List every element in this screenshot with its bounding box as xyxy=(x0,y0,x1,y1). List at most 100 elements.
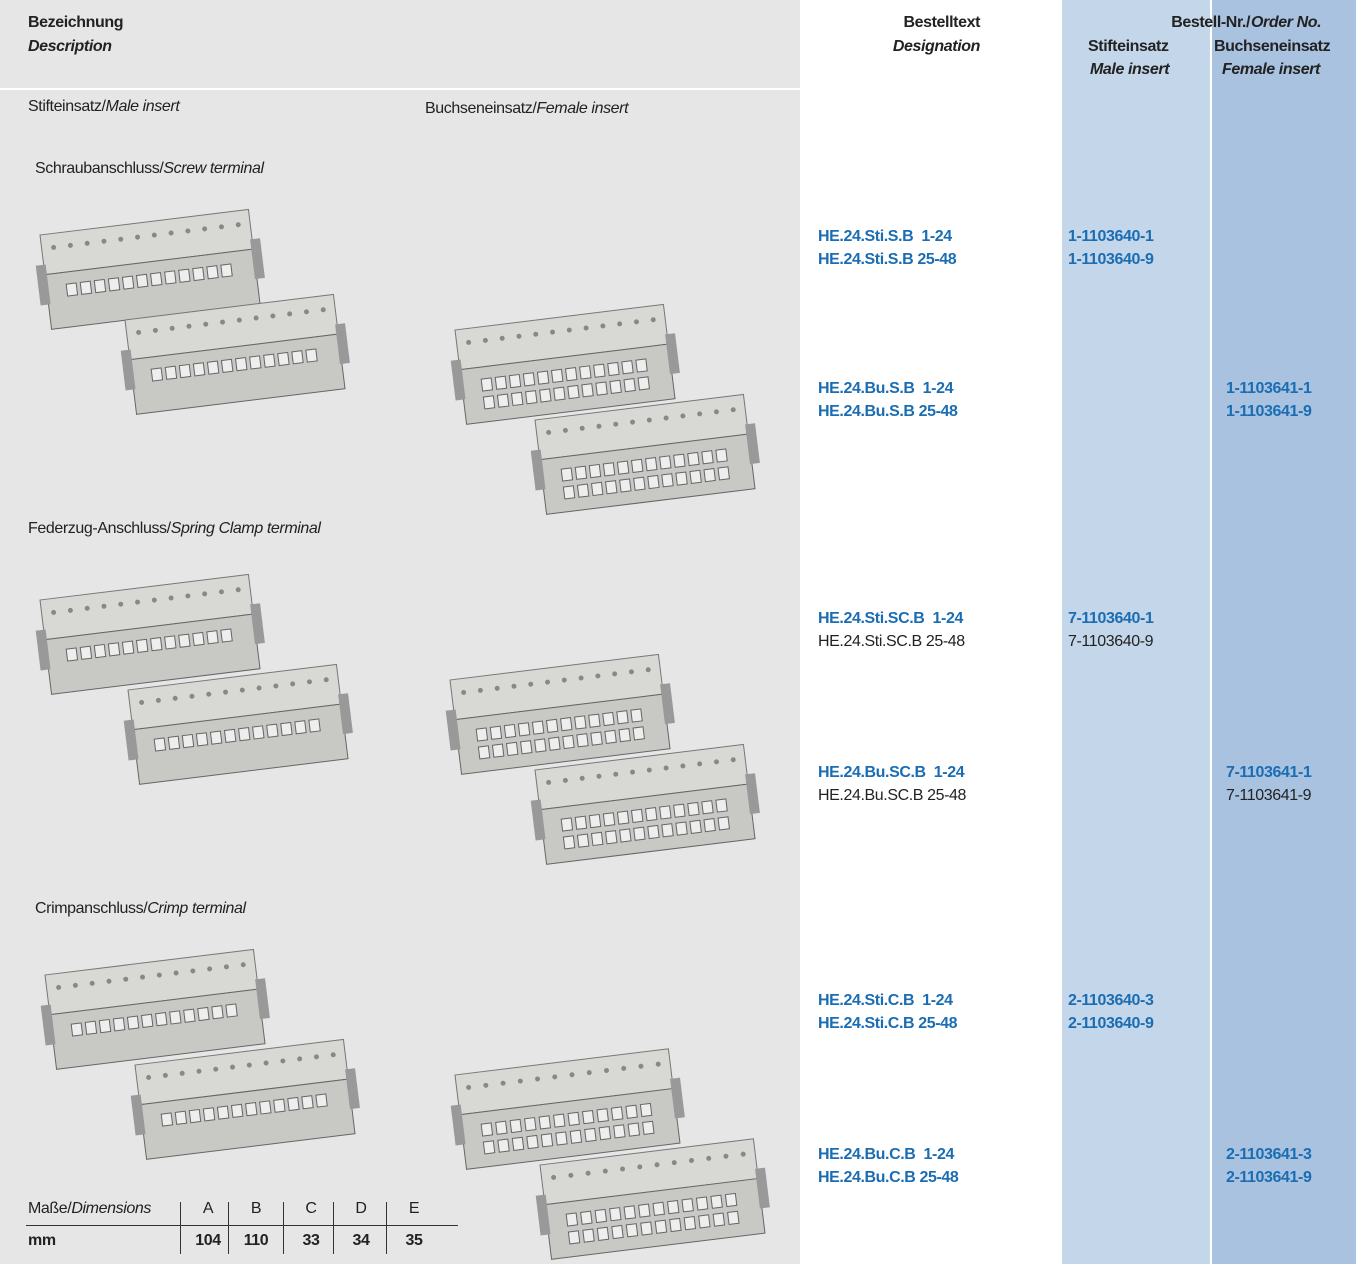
image-part xyxy=(223,728,237,744)
image-part xyxy=(477,745,491,760)
image-part xyxy=(188,1108,202,1124)
image-part xyxy=(192,362,206,377)
image-part xyxy=(564,367,578,382)
image-part xyxy=(35,629,51,671)
image-part xyxy=(169,325,175,331)
dim-header: B xyxy=(250,1200,262,1217)
image-part xyxy=(297,1056,303,1062)
image-part xyxy=(713,759,719,765)
image-part xyxy=(642,1120,655,1135)
image-part xyxy=(67,607,73,613)
image-part xyxy=(130,1038,360,1160)
image-part xyxy=(727,1210,740,1225)
image-part xyxy=(206,630,219,645)
image-part xyxy=(277,351,290,367)
image-part xyxy=(655,1061,661,1067)
image-part xyxy=(673,453,686,468)
title-en: Spring Clamp terminal xyxy=(170,520,321,537)
image-part xyxy=(330,1052,336,1058)
header-de: Bezeichnung xyxy=(28,14,124,31)
image-part xyxy=(590,731,603,746)
image-part xyxy=(540,1133,554,1148)
image-part xyxy=(701,800,714,815)
image-part xyxy=(569,1072,575,1078)
image-part xyxy=(185,228,191,234)
image-part xyxy=(675,821,688,836)
image-part xyxy=(72,982,78,988)
image-part xyxy=(576,833,590,848)
image-part xyxy=(240,962,246,968)
image-part xyxy=(206,265,219,280)
image-part xyxy=(270,313,276,319)
image-part xyxy=(673,803,686,818)
image-part xyxy=(630,769,636,775)
image-part xyxy=(687,801,700,817)
section-title: Crimpanschluss/Crimp terminal xyxy=(35,900,246,918)
image-part xyxy=(475,727,489,742)
image-part xyxy=(740,1151,746,1157)
image-part xyxy=(290,681,296,687)
image-part xyxy=(552,1074,558,1080)
image-part xyxy=(594,1208,608,1224)
image-part xyxy=(70,1022,84,1037)
designation: HE.24.Sti.S.B 25-48 xyxy=(818,251,957,268)
image-part xyxy=(235,587,241,593)
image-part xyxy=(562,485,576,500)
image-part xyxy=(555,1131,568,1146)
image-part xyxy=(79,280,93,295)
image-part xyxy=(280,1058,286,1064)
image-part xyxy=(675,471,688,486)
label-en: Female insert xyxy=(536,100,629,117)
title-de: Schraubanschluss/ xyxy=(35,160,164,177)
image-part xyxy=(140,974,146,980)
image-part xyxy=(516,333,522,339)
image-part xyxy=(697,411,703,417)
image-part xyxy=(250,603,265,645)
header-en: Order No. xyxy=(1251,14,1322,31)
dim-value: 35 xyxy=(405,1232,423,1249)
designation: HE.24.Bu.S.B 1-24 xyxy=(818,380,954,397)
image-part xyxy=(565,1212,579,1227)
image-part xyxy=(550,329,556,335)
image-part xyxy=(220,319,226,325)
designation: HE.24.Sti.C.B 25-48 xyxy=(818,1015,958,1032)
image-part xyxy=(220,628,233,643)
image-part xyxy=(335,323,350,365)
header-de: Bestell-Nr./ xyxy=(1171,14,1250,31)
image-part xyxy=(480,377,494,392)
image-part xyxy=(535,1138,770,1260)
label-de: Maße/ xyxy=(28,1200,72,1217)
image-part xyxy=(146,1074,152,1080)
image-part xyxy=(203,321,209,327)
image-part xyxy=(121,275,135,290)
image-part xyxy=(450,303,680,425)
image-part xyxy=(181,733,195,749)
image-part xyxy=(168,230,174,236)
image-part xyxy=(613,771,619,777)
image-part xyxy=(569,1129,583,1144)
image-part xyxy=(640,1221,653,1236)
image-part xyxy=(189,693,195,699)
dim-header: D xyxy=(355,1200,367,1217)
image-part xyxy=(450,359,466,401)
image-part xyxy=(230,1103,244,1119)
order-number: 1-1103641-1 xyxy=(1226,380,1312,397)
image-part xyxy=(633,826,646,841)
image-part xyxy=(665,333,680,375)
image-part xyxy=(681,1198,694,1213)
image-part xyxy=(567,384,580,400)
image-part xyxy=(499,335,505,341)
image-part xyxy=(140,1013,154,1029)
image-part xyxy=(546,779,552,785)
image-part xyxy=(546,429,552,435)
image-part xyxy=(595,381,608,396)
label-en: Dimensions xyxy=(71,1200,151,1217)
image-part xyxy=(619,478,632,493)
image-part xyxy=(585,1170,591,1176)
image-part xyxy=(172,695,178,701)
dim-header: E xyxy=(408,1200,420,1217)
image-part xyxy=(67,242,73,248)
image-part xyxy=(305,348,318,363)
image-part xyxy=(635,358,648,373)
image-part xyxy=(605,480,618,495)
